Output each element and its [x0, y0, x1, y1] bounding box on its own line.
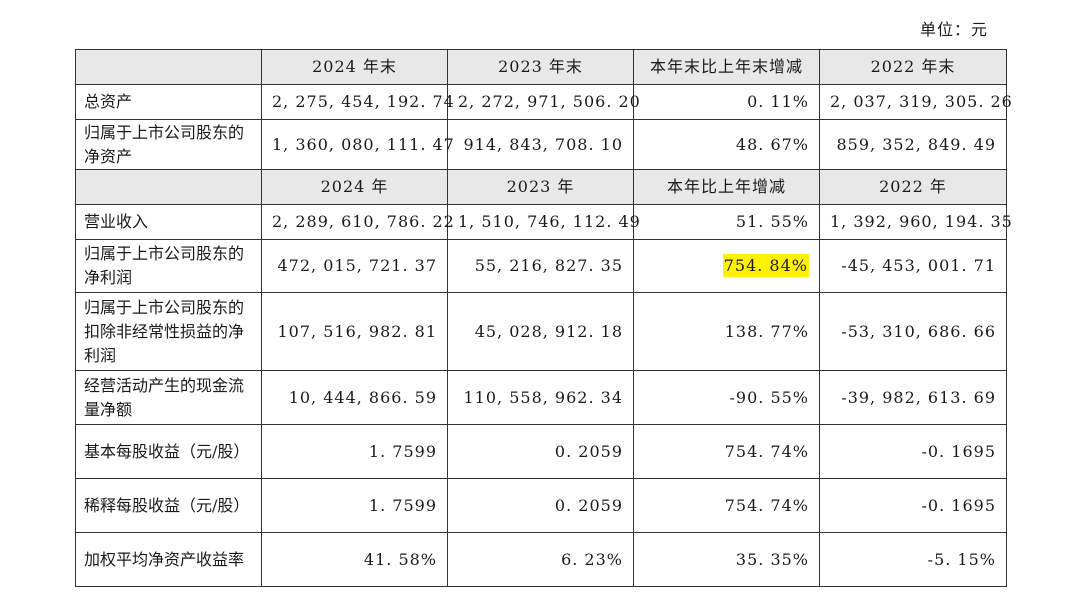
- value-2023: 0. 2059: [447, 424, 634, 479]
- row-label: 营业收入: [75, 204, 262, 240]
- row-label: 基本每股收益（元/股）: [75, 424, 262, 479]
- table-row: 归属于上市公司股东的扣除非经常性损益的净利润 107, 516, 982. 81…: [75, 292, 1007, 371]
- row-label: 总资产: [75, 84, 262, 120]
- value-change: 48. 67%: [633, 119, 820, 170]
- value-2022: -53, 310, 686. 66: [819, 292, 1007, 371]
- header-cell-2023: 2023 年: [447, 169, 634, 205]
- header-cell-2022: 2022 年: [819, 169, 1007, 205]
- table-row: 经营活动产生的现金流量净额 10, 444, 866. 59 110, 558,…: [75, 370, 1007, 425]
- table-row: 归属于上市公司股东的净利润 472, 015, 721. 37 55, 216,…: [75, 239, 1007, 293]
- value-change: 754. 84%: [633, 239, 820, 293]
- header-row-year-end: 2024 年末 2023 年末 本年末比上年末增减 2022 年末: [75, 49, 1007, 85]
- financial-indicators-table: 2024 年末 2023 年末 本年末比上年末增减 2022 年末 总资产 2,…: [75, 49, 1012, 587]
- value-change: 51. 55%: [633, 204, 820, 240]
- table-row: 归属于上市公司股东的净资产 1, 360, 080, 111. 47 914, …: [75, 119, 1007, 170]
- row-label: 归属于上市公司股东的净资产: [75, 119, 262, 170]
- value-2022: -45, 453, 001. 71: [819, 239, 1007, 293]
- table-row: 稀释每股收益（元/股） 1. 7599 0. 2059 754. 74% -0.…: [75, 478, 1007, 533]
- value-2022: 2, 037, 319, 305. 26: [819, 84, 1012, 120]
- value-2024: 472, 015, 721. 37: [261, 239, 448, 293]
- row-label: 归属于上市公司股东的扣除非经常性损益的净利润: [75, 292, 262, 371]
- unit-label: 单位：元: [919, 20, 988, 39]
- value-2023: 0. 2059: [447, 478, 634, 533]
- highlighted-value: 754. 84%: [722, 254, 809, 277]
- value-2024: 2, 275, 454, 192. 74: [261, 84, 454, 120]
- value-2024: 1. 7599: [261, 478, 448, 533]
- row-label: 稀释每股收益（元/股）: [75, 478, 262, 533]
- table-row: 营业收入 2, 289, 610, 786. 22 1, 510, 746, 1…: [75, 204, 1012, 240]
- value-change: -90. 55%: [633, 370, 820, 425]
- value-change: 35. 35%: [633, 532, 820, 587]
- header-cell-2024-end: 2024 年末: [261, 49, 448, 85]
- header-cell-change: 本年比上年增减: [633, 169, 820, 205]
- value-2023: 914, 843, 708. 10: [447, 119, 634, 170]
- value-2023: 110, 558, 962. 34: [447, 370, 634, 425]
- header-cell-2024: 2024 年: [261, 169, 448, 205]
- header-cell-blank: [75, 49, 262, 85]
- value-2022: -0. 1695: [819, 424, 1007, 479]
- value-2022: -5. 15%: [819, 532, 1007, 587]
- value-2024: 41. 58%: [261, 532, 448, 587]
- table-row: 基本每股收益（元/股） 1. 7599 0. 2059 754. 74% -0.…: [75, 424, 1007, 479]
- value-2024: 1, 360, 080, 111. 47: [261, 119, 454, 170]
- value-2023: 55, 216, 827. 35: [447, 239, 634, 293]
- value-2022: -39, 982, 613. 69: [819, 370, 1007, 425]
- row-label: 加权平均净资产收益率: [75, 532, 262, 587]
- header-cell-change-end: 本年末比上年末增减: [633, 49, 820, 85]
- value-2022: 1, 392, 960, 194. 35: [819, 204, 1012, 240]
- value-2023: 1, 510, 746, 112. 49: [447, 204, 640, 240]
- value-change: 754. 74%: [633, 478, 820, 533]
- value-2024: 10, 444, 866. 59: [261, 370, 448, 425]
- value-change: 0. 11%: [633, 84, 820, 120]
- value-2024: 107, 516, 982. 81: [261, 292, 448, 371]
- value-2024: 1. 7599: [261, 424, 448, 479]
- table-row: 总资产 2, 275, 454, 192. 74 2, 272, 971, 50…: [75, 84, 1012, 120]
- value-change: 754. 74%: [633, 424, 820, 479]
- value-2022: -0. 1695: [819, 478, 1007, 533]
- header-cell-blank: [75, 169, 262, 205]
- value-2023: 2, 272, 971, 506. 20: [447, 84, 640, 120]
- value-2024: 2, 289, 610, 786. 22: [261, 204, 454, 240]
- row-label: 经营活动产生的现金流量净额: [75, 370, 262, 425]
- value-2022: 859, 352, 849. 49: [819, 119, 1007, 170]
- value-change: 138. 77%: [633, 292, 820, 371]
- value-2023: 6. 23%: [447, 532, 634, 587]
- row-label: 归属于上市公司股东的净利润: [75, 239, 262, 293]
- header-cell-2022-end: 2022 年末: [819, 49, 1007, 85]
- table-row: 加权平均净资产收益率 41. 58% 6. 23% 35. 35% -5. 15…: [75, 532, 1007, 587]
- header-row-year: 2024 年 2023 年 本年比上年增减 2022 年: [75, 169, 1007, 205]
- value-2023: 45, 028, 912. 18: [447, 292, 634, 371]
- header-cell-2023-end: 2023 年末: [447, 49, 634, 85]
